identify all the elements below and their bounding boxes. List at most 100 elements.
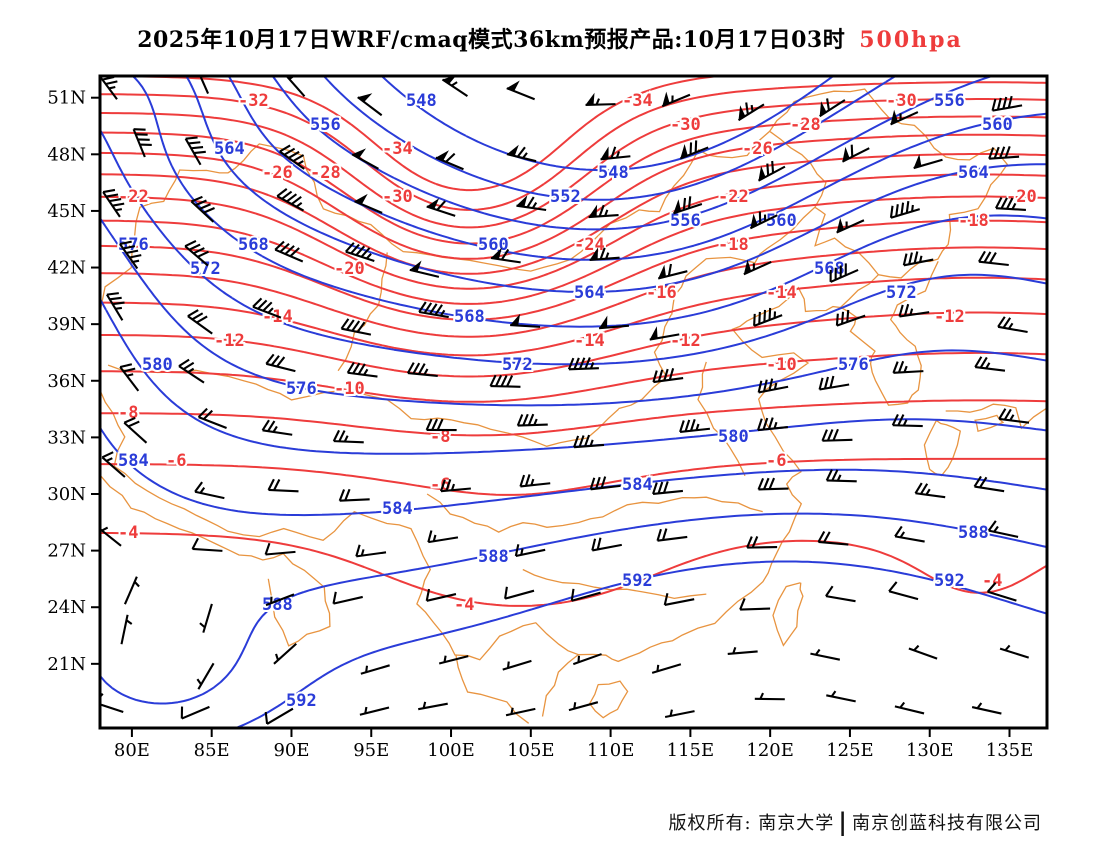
wind-barb: [997, 316, 1028, 334]
height-contour-label: 556: [310, 115, 341, 135]
wind-barb: [568, 701, 599, 712]
wind-barb: [261, 419, 293, 436]
copyright-company: 南京创蓝科技有限公司: [852, 813, 1042, 834]
lon-axis-label: 80E: [114, 740, 150, 761]
temp-contour-label: -30: [886, 91, 917, 111]
wind-barb: [999, 644, 1030, 659]
wind-barb: [749, 211, 778, 230]
wind-barb: [187, 309, 213, 335]
wind-barb: [505, 707, 536, 717]
wind-barb: [810, 648, 841, 661]
wind-barb: [502, 659, 532, 671]
height-contour-label: 592: [622, 571, 653, 591]
temp-contour-label: -16: [646, 283, 677, 303]
wind-barb: [588, 204, 619, 219]
wind-barb: [913, 154, 943, 170]
temp-contour-label: -10: [766, 355, 797, 375]
wind-barb: [898, 303, 930, 318]
lat-axis-label: 24N: [47, 597, 86, 618]
wind-barb: [519, 474, 551, 488]
height-contour-label: 564: [958, 163, 989, 183]
height-contour-label: 588: [478, 547, 509, 567]
wind-barb: [825, 585, 856, 603]
height-contour-label: 552: [550, 187, 581, 207]
chart-title-level-tag: 500hpa: [859, 27, 963, 53]
wind-barb: [123, 576, 140, 605]
height-contour-label: 584: [118, 451, 149, 471]
wind-barb: [656, 528, 688, 542]
wind-barb: [273, 642, 297, 665]
wind-barb: [836, 217, 865, 234]
temp-contour-label: -30: [382, 187, 413, 207]
chart-title-text: 2025年10月17日WRF/cmaq模式36km预报产品:10月17日03时: [137, 27, 846, 53]
wind-barb: [661, 91, 691, 108]
height-contour-label: 548: [406, 91, 437, 111]
temp-contour-label: -22: [118, 187, 149, 207]
wind-barb: [516, 413, 548, 427]
temp-contour-label: -12: [214, 331, 245, 351]
wind-barb: [973, 475, 1005, 493]
wind-barb: [264, 707, 294, 725]
lon-axis-label: 85E: [194, 740, 230, 761]
wind-barb: [199, 603, 213, 633]
height-contour-label: 576: [286, 379, 317, 399]
temp-contour-label: -28: [310, 163, 341, 183]
temp-contour-label: -12: [934, 307, 965, 327]
wind-barb: [418, 301, 449, 319]
wind-barb: [427, 530, 459, 544]
wind-barb: [506, 80, 536, 101]
wind-barb: [754, 692, 785, 701]
wind-barb: [835, 309, 866, 327]
lat-axis-label: 33N: [47, 427, 86, 448]
wind-barb: [357, 93, 383, 117]
temp-contour-label: -14: [574, 331, 605, 351]
wind-barb: [346, 361, 378, 378]
wind-barb: [829, 263, 859, 283]
lon-axis-label: 120E: [746, 740, 794, 761]
lat-axis-label: 30N: [47, 484, 86, 505]
wind-barb: [988, 145, 1020, 160]
lon-axis-label: 125E: [826, 740, 874, 761]
temp-contour-label: -28: [790, 115, 821, 135]
lat-axis-label: 36N: [47, 371, 86, 392]
wind-barb: [821, 428, 853, 442]
wind-barb: [664, 709, 695, 719]
temp-contour-label: -12: [670, 331, 701, 351]
height-contour-label: 572: [886, 283, 917, 303]
height-contour-label: 564: [214, 139, 245, 159]
wind-barb: [435, 150, 464, 171]
wind-barb: [894, 701, 925, 715]
copyright-owner: 版权所有: 南京大学: [668, 813, 835, 834]
wind-barb: [506, 144, 537, 163]
wind-barb: [510, 313, 541, 328]
height-contour-label: 580: [142, 355, 173, 375]
height-contour-label: 572: [502, 355, 533, 375]
wind-barb: [516, 195, 547, 212]
wind-barb: [888, 581, 919, 601]
lon-axis-label: 100E: [427, 740, 475, 761]
height-contour-label: 580: [718, 427, 749, 447]
wind-barb: [679, 140, 709, 160]
temp-contour-line: [100, 173, 1047, 290]
wind-barb: [199, 76, 210, 95]
temp-contour-label: -6: [166, 451, 186, 471]
height-contour-line: [185, 76, 1047, 293]
temp-contour-label: -30: [670, 115, 701, 135]
wind-barb: [598, 315, 630, 330]
wind-barb: [345, 242, 375, 263]
lat-axis-label: 48N: [47, 144, 86, 165]
temp-contour-line: [100, 311, 1047, 378]
wind-barb: [908, 644, 938, 660]
wind-barbs: [100, 76, 1030, 725]
wind-barb: [184, 136, 206, 166]
wind-barb: [753, 307, 783, 327]
wind-barb: [351, 148, 379, 170]
lat-axis-label: 21N: [47, 654, 86, 675]
height-contour-label: 572: [190, 259, 221, 279]
wind-barb: [743, 259, 772, 276]
wind-barb: [673, 196, 703, 215]
temp-contour-line: [100, 133, 1047, 260]
wind-barb: [360, 664, 390, 675]
lat-axis-label: 39N: [47, 314, 86, 335]
height-contour-label: 584: [622, 475, 653, 495]
